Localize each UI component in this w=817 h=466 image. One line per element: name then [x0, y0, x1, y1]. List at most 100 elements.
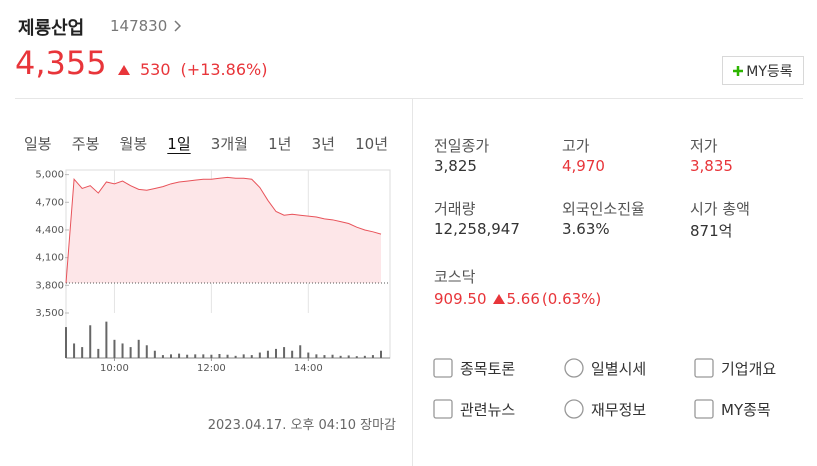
y-tick-label: 3,500: [35, 308, 64, 319]
stat-item: 전일종가 3,825: [434, 135, 562, 179]
quick-link[interactable]: 종목토론: [432, 356, 563, 380]
volume-bar: [153, 350, 156, 358]
my-register-button[interactable]: MY등록: [722, 56, 804, 85]
price-change: 530 (+13.86%): [118, 60, 267, 79]
y-tick-label: 4,400: [35, 225, 64, 236]
period-tab[interactable]: 주봉: [71, 135, 100, 153]
volume-bar: [331, 354, 334, 358]
y-tick-label: 5,000: [35, 170, 64, 181]
stat-label: 외국인소진율: [562, 200, 645, 218]
quick-link[interactable]: MY종목: [693, 397, 803, 421]
volume-bar: [210, 354, 213, 358]
volume-bar: [194, 354, 197, 358]
period-tab[interactable]: 1년: [268, 135, 292, 153]
index-row: 909.50 5.66 (0.63%): [434, 290, 601, 308]
volume-bar: [347, 355, 350, 358]
period-tab[interactable]: 1일: [167, 135, 191, 153]
volume-bar: [323, 355, 326, 358]
volume-bar: [242, 354, 245, 358]
volume-bar: [363, 355, 366, 358]
period-tab[interactable]: 10년: [355, 135, 388, 153]
volume-bar: [275, 348, 277, 358]
volume-bar: [170, 354, 172, 358]
stat-label: 저가: [690, 137, 718, 155]
quick-link[interactable]: 재무정보: [563, 397, 693, 421]
stock-code-link[interactable]: 147830: [110, 17, 182, 35]
stat-value: 12,258,947: [434, 220, 520, 238]
period-tab[interactable]: 월봉: [119, 135, 148, 153]
volume-bar: [121, 343, 124, 358]
index-name: 코스닥: [434, 268, 476, 286]
volume-bar: [315, 354, 318, 358]
stat-item: 저가 3,835: [690, 135, 810, 179]
volume-bar: [291, 350, 294, 358]
stat-value: 4,970: [562, 157, 605, 175]
index-change-rate: (0.63%): [541, 290, 602, 308]
chevron-icon: [174, 20, 182, 32]
period-tab[interactable]: 3년: [311, 135, 335, 153]
volume-bar: [161, 355, 164, 358]
volume-bar: [113, 339, 116, 358]
stat-item: 외국인소진율 3.63%: [562, 198, 690, 242]
volume-bar: [307, 352, 310, 358]
y-tick-label: 3,800: [35, 280, 64, 291]
link-icon: [433, 399, 453, 419]
y-tick-label: 4,700: [35, 197, 64, 208]
stock-name: 제룡산업: [18, 18, 85, 39]
volume-bar: [202, 354, 205, 358]
market-index: 코스닥 909.50 5.66 (0.63%): [434, 266, 601, 308]
volume-bar: [81, 347, 84, 358]
link-label: 종목토론: [460, 359, 516, 378]
y-tick-label: 4,100: [35, 253, 64, 264]
quick-link[interactable]: 일별시세: [563, 356, 693, 380]
button-label: MY등록: [746, 63, 793, 80]
x-tick-label: 12:00: [197, 363, 226, 374]
stat-item: 고가 4,970: [562, 135, 690, 179]
index-change: 5.66: [506, 290, 540, 308]
volume-bar: [283, 347, 286, 358]
stat-item: 시가 총액 871억: [690, 198, 810, 242]
divider: [412, 99, 413, 466]
volume-bar: [380, 350, 382, 358]
volume-bar: [89, 325, 92, 358]
x-tick-label: 14:00: [294, 363, 323, 374]
link-icon: [694, 399, 714, 419]
quick-link[interactable]: 기업개요: [693, 356, 803, 380]
price-area: [66, 177, 381, 284]
volume-bar: [129, 347, 132, 358]
volume-bar: [137, 339, 140, 358]
volume-bar: [145, 345, 148, 358]
volume-bar: [266, 350, 269, 358]
link-icon: [433, 358, 453, 378]
stock-code: 147830: [110, 17, 168, 35]
volume-bar: [355, 356, 358, 358]
volume-bar: [339, 355, 342, 358]
volume-bar: [97, 348, 100, 358]
volume-bar: [186, 354, 189, 358]
timestamp: 2023.04.17. 오후 04:10 장마감: [207, 418, 396, 433]
volume-bar: [105, 321, 108, 358]
stat-value: 871억: [690, 222, 733, 240]
quick-link[interactable]: 관련뉴스: [432, 397, 563, 421]
stat-label: 거래량: [434, 200, 476, 218]
price-line: [65, 176, 382, 284]
current-price: 4,355: [15, 44, 107, 82]
period-tab[interactable]: 3개월: [210, 135, 248, 153]
up-arrow: [492, 294, 505, 304]
link-label: 기업개요: [721, 359, 777, 378]
price-chart: 3,500 3,800 4,100 4,400 4,700 5,000 10:00 12:00…: [35, 169, 391, 374]
stat-label: 전일종가: [434, 137, 490, 155]
link-label: 재무정보: [591, 400, 647, 419]
link-icon: [694, 358, 714, 378]
plus-icon: [733, 65, 744, 76]
volume-bar: [218, 354, 221, 358]
volume-bar: [226, 354, 229, 358]
volume-bar: [65, 327, 67, 358]
volume-bar: [371, 355, 374, 358]
index-value: 909.50: [434, 290, 487, 308]
period-tab[interactable]: 일봉: [24, 135, 52, 153]
stat-label: 시가 총액: [690, 200, 750, 218]
stats-grid: 전일종가 3,825 고가 4,970 저가 3,835 거래량 12,258,947 외국인소…: [434, 135, 810, 242]
